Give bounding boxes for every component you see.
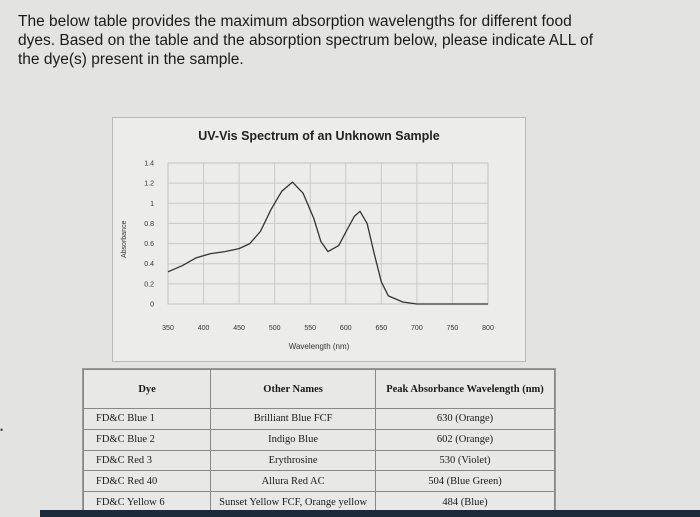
x-tick-label: 700: [411, 325, 423, 332]
bottom-bar: [40, 510, 700, 517]
x-tick-label: 400: [198, 325, 210, 332]
y-tick-label: 1.2: [144, 181, 154, 188]
y-tick-label: 0.4: [144, 261, 154, 268]
dye-name: FD&C Blue 1: [82, 408, 212, 430]
header-dye: Dye: [82, 369, 212, 409]
dye-name: FD&C Red 3: [82, 449, 212, 472]
x-axis-label: Wavelength (nm): [288, 342, 350, 351]
dye-peak: 602 (Orange): [375, 428, 555, 451]
question-text: The below table provides the maximum abs…: [18, 12, 668, 69]
question-line: the dye(s) present in the sample.: [18, 51, 244, 68]
dye-table-container: Dye Other Names Peak Absorbance Waveleng…: [82, 368, 556, 514]
table-row: FD&C Yellow 6 Sunset Yellow FCF, Orange …: [82, 491, 555, 513]
dye-peak: 630 (Orange): [375, 408, 555, 430]
y-axis-label: Absorbance: [121, 220, 128, 258]
x-tick-label: 350: [162, 325, 174, 332]
chart-title: UV-Vis Spectrum of an Unknown Sample: [198, 129, 440, 143]
dye-other-names: Allura Red AC: [210, 470, 376, 493]
x-tick-label: 800: [482, 325, 494, 332]
x-tick-label: 550: [304, 325, 316, 332]
y-tick-label: 0.8: [144, 221, 154, 228]
chart-plot-area: 350 400 450 500 550 600 650 700 750 800 0 0.2 0.4 0.6…: [144, 161, 494, 333]
x-tick-label: 500: [269, 325, 281, 332]
table-row: FD&C Red 40 Allura Red AC 504 (Blue Gree…: [82, 470, 555, 493]
x-tick-label: 450: [233, 325, 245, 332]
dye-peak: 504 (Blue Green): [375, 470, 555, 493]
spectrum-line: [167, 181, 488, 305]
dye-name: FD&C Blue 2: [82, 428, 212, 451]
question-line: dyes. Based on the table and the absorpt…: [18, 32, 594, 49]
spectrum-chart: UV-Vis Spectrum of an Unknown Sample 350…: [112, 117, 526, 362]
dye-other-names: Indigo Blue: [210, 428, 376, 451]
table-row: FD&C Blue 1 Brilliant Blue FCF 630 (Oran…: [82, 408, 555, 430]
y-tick-label: 1: [150, 201, 154, 208]
side-marker: •: [0, 425, 4, 435]
dye-other-names: Erythrosine: [210, 449, 376, 472]
table-header-row: Dye Other Names Peak Absorbance Waveleng…: [82, 369, 555, 409]
y-tick-label: 0: [150, 302, 154, 309]
dye-name: FD&C Red 40: [82, 470, 212, 493]
y-tick-label: 0.6: [144, 241, 154, 248]
plot-border: [167, 162, 489, 305]
question-line: The below table provides the maximum abs…: [18, 13, 572, 30]
x-tick-label: 750: [447, 325, 459, 332]
table-row: FD&C Blue 2 Indigo Blue 602 (Orange): [82, 428, 555, 451]
table-row: FD&C Red 3 Erythrosine 530 (Violet): [82, 449, 555, 472]
y-tick-label: 1.4: [144, 161, 154, 168]
header-other-names: Other Names: [210, 369, 376, 409]
y-tick-label: 0.2: [144, 281, 154, 288]
dye-table: Dye Other Names Peak Absorbance Waveleng…: [82, 369, 555, 513]
x-tick-label: 650: [375, 325, 387, 332]
x-tick-label: 600: [340, 325, 352, 332]
dye-other-names: Brilliant Blue FCF: [210, 408, 376, 430]
dye-peak: 530 (Violet): [375, 449, 555, 472]
header-peak-wavelength: Peak Absorbance Wavelength (nm): [375, 369, 555, 409]
